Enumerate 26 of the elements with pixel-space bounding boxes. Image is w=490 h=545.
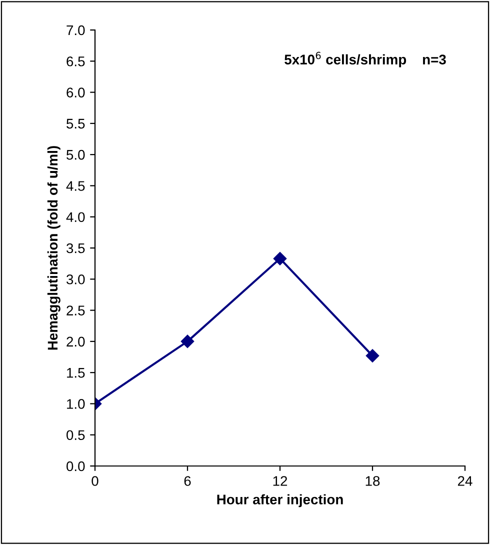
y-tick-label: 4.0 — [66, 212, 85, 222]
point — [273, 252, 287, 266]
y-tick-label: 2.0 — [66, 336, 85, 347]
x-tick-label: 0 — [92, 476, 98, 486]
annotation: 5x10$^{6}$ cells/shrimp n=3 — [284, 52, 446, 68]
point — [180, 334, 194, 348]
y-tick-label: 3.5 — [66, 243, 85, 254]
y-tick-label: 0.5 — [66, 430, 85, 440]
y-tick-label: 3.0 — [66, 274, 85, 284]
y-tick-label: 1.5 — [67, 368, 85, 378]
y-tick-label: 1.0 — [67, 399, 85, 409]
point — [366, 349, 380, 362]
y-tick-label: 2.5 — [66, 306, 85, 316]
x-tick-label: 12 — [273, 476, 288, 486]
y-tick-label: 6.5 — [66, 56, 85, 66]
x-tick-label: 18 — [366, 476, 380, 486]
y-tick-label: 4.5 — [66, 181, 85, 191]
x-tick-label: 24 — [458, 476, 472, 486]
x-tick-label: 6 — [184, 476, 191, 486]
x-axis-title: Hour after injection — [217, 494, 343, 508]
y-tick-label: 5.5 — [66, 118, 85, 129]
y-tick-label: 7.0 — [66, 25, 85, 36]
y-tick-label: 5.0 — [66, 150, 85, 160]
y-tick-label: 0.0 — [66, 461, 85, 472]
y-axis-title: Hemagglutination (fold of u/ml) — [47, 146, 60, 350]
y-tick-label: 6.0 — [66, 88, 85, 98]
